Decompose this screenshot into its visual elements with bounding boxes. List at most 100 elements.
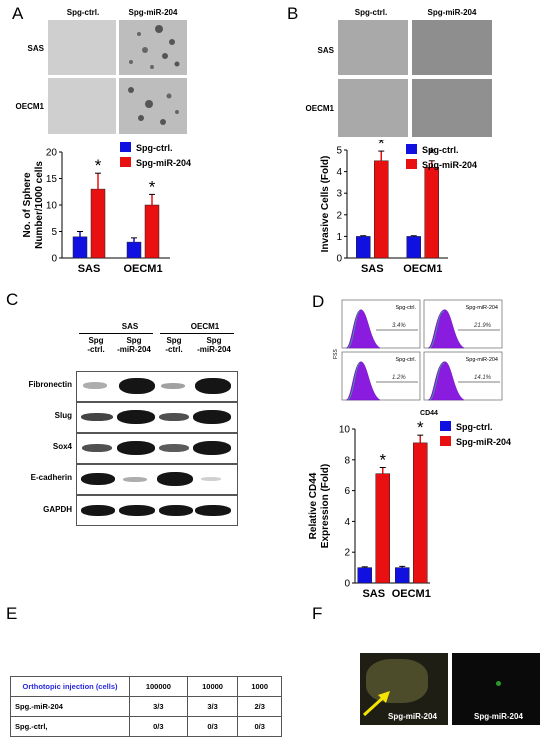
lane-1-label: Spg -ctrl. bbox=[87, 336, 105, 354]
bar bbox=[72, 236, 88, 259]
table-cell: Spg.-miR-204 bbox=[10, 696, 130, 717]
micrograph-a-oecm1-mir204 bbox=[119, 78, 187, 134]
table-header-cell: 10000 bbox=[186, 676, 239, 697]
legend-swatch bbox=[406, 159, 417, 169]
y-tick-label: 6 bbox=[344, 486, 350, 497]
blot-fibronectin bbox=[76, 371, 238, 402]
blot-sox4 bbox=[76, 433, 238, 464]
group-sas: SAS bbox=[121, 322, 139, 331]
y-axis-label: Expression (Fold) bbox=[320, 464, 331, 548]
bar bbox=[144, 204, 160, 259]
flow-sample-label: Spg-ctrl. bbox=[396, 357, 417, 363]
row-label-sas-b: SAS bbox=[317, 46, 334, 55]
significance-star: * bbox=[149, 177, 156, 196]
bar bbox=[374, 160, 389, 259]
protein-gapdh: GAPDH bbox=[43, 505, 72, 514]
arrow-icon bbox=[362, 691, 390, 717]
legend-label: Spg-miR-204 bbox=[456, 437, 511, 447]
y-axis-label: No. of Sphere bbox=[22, 172, 33, 237]
y-tick-label: 4 bbox=[344, 517, 350, 528]
flow-sample-label: Spg-miR-204 bbox=[466, 305, 498, 311]
flow-percentage: 14.1% bbox=[474, 375, 492, 381]
table-cell: Spg.-ctrl, bbox=[10, 716, 130, 737]
y-axis-label: Number/1000 cells bbox=[34, 161, 45, 249]
panel-label-f: F bbox=[312, 604, 323, 623]
row-label-sas: SAS bbox=[27, 44, 44, 53]
table-row: Spg.-ctrl, 0/3 0/3 0/3 bbox=[10, 716, 282, 737]
flow-sample-label: Spg-miR-204 bbox=[466, 357, 498, 363]
flow-percentage: 3.4% bbox=[392, 323, 406, 329]
micrograph-b-sas-ctrl bbox=[338, 20, 408, 75]
panel-label-c: C bbox=[6, 290, 19, 309]
significance-star: * bbox=[417, 418, 424, 437]
bar bbox=[395, 567, 410, 584]
bar bbox=[356, 236, 371, 259]
spheres-icon bbox=[128, 87, 179, 125]
blot-ecadherin bbox=[76, 464, 238, 495]
flow-x-label: CD44 bbox=[420, 410, 438, 417]
protein-sox4: Sox4 bbox=[52, 442, 72, 451]
blot-slug bbox=[76, 402, 238, 433]
table-header-cell: 1000 bbox=[237, 676, 282, 697]
blot-gapdh bbox=[76, 495, 238, 526]
histogram-peak bbox=[345, 361, 381, 401]
histogram-control-line bbox=[347, 363, 361, 401]
y-tick-label: 2 bbox=[344, 548, 350, 559]
y-tick-label: 0 bbox=[344, 579, 350, 590]
row-label-oecm1-b: OECM1 bbox=[305, 104, 334, 113]
fluor-label-2: Spg-miR-204 bbox=[474, 712, 523, 721]
flow-cytometry-grid: Spg-ctrl. 3.4% Spg-miR-204 21.9% Spg-ctrl. 1.… bbox=[333, 299, 503, 417]
tissue-glow bbox=[366, 659, 428, 703]
col-header-mir204: Spg-miR-204 bbox=[128, 8, 178, 17]
table-cell: 2/3 bbox=[237, 696, 282, 717]
panel-label-a: A bbox=[12, 4, 24, 23]
table-cell: 3/3 bbox=[129, 696, 188, 717]
panel-label-d: D bbox=[312, 292, 325, 311]
legend-swatch bbox=[406, 144, 417, 154]
legend-label: Spg-ctrl. bbox=[136, 143, 173, 153]
col-header-ctrl: Spg-ctrl. bbox=[66, 8, 100, 17]
bar bbox=[126, 241, 142, 259]
table-cell: 3/3 bbox=[186, 696, 239, 717]
micrograph-a-sas-ctrl bbox=[48, 20, 116, 75]
x-tick-label: OECM1 bbox=[403, 263, 442, 275]
legend-label: Spg-miR-204 bbox=[422, 160, 477, 170]
legend-swatch bbox=[120, 157, 131, 167]
x-tick-label: OECM1 bbox=[123, 263, 162, 275]
legend-label: Spg-miR-204 bbox=[136, 158, 191, 168]
y-tick-label: 15 bbox=[46, 174, 58, 185]
legend-swatch bbox=[120, 142, 131, 152]
significance-star: * bbox=[428, 144, 435, 163]
histogram-peak bbox=[427, 361, 465, 401]
micrograph-b-oecm1-mir204 bbox=[412, 79, 492, 137]
table-cell: 0/3 bbox=[186, 716, 239, 737]
bar bbox=[424, 167, 439, 259]
legend-swatch bbox=[440, 421, 451, 431]
y-tick-label: 20 bbox=[46, 148, 58, 159]
y-tick-label: 1 bbox=[336, 232, 342, 243]
histogram-control-line bbox=[429, 363, 445, 401]
significance-star: * bbox=[379, 451, 386, 470]
fluor-image-2: Spg-miR-204 bbox=[452, 653, 540, 725]
y-tick-label: 0 bbox=[51, 254, 57, 265]
panel-label-b: B bbox=[287, 4, 299, 23]
y-tick-label: 5 bbox=[51, 227, 57, 238]
fluor-image-1: Spg-miR-204 bbox=[360, 653, 448, 725]
flow-y-label: FSS bbox=[333, 348, 339, 358]
bar bbox=[413, 442, 428, 584]
x-tick-label: SAS bbox=[361, 263, 384, 275]
orthotopic-table: Orthotopic injection (cells) 100000 1000… bbox=[10, 676, 282, 737]
lane-3-label: Spg -ctrl. bbox=[165, 336, 183, 354]
table-cell: 0/3 bbox=[237, 716, 282, 737]
bar bbox=[90, 188, 106, 259]
flow-sample-label: Spg-ctrl. bbox=[396, 305, 417, 311]
y-axis-label: Invasive Cells (Fold) bbox=[320, 156, 331, 253]
histogram-peak bbox=[427, 309, 465, 349]
col-header-mir204-b: Spg-miR-204 bbox=[427, 8, 477, 17]
legend-swatch bbox=[440, 436, 451, 446]
lane-2-label: Spg -miR-204 bbox=[117, 336, 151, 354]
chart-b: 0 1 2 3 4 5 * SAS * OECM1 Spg-ctrl. Spg-miR-204 Inva… bbox=[320, 140, 477, 275]
protein-fibronectin: Fibronectin bbox=[28, 380, 72, 389]
panel-label-e: E bbox=[6, 604, 18, 623]
flow-percentage: 21.9% bbox=[473, 323, 492, 329]
